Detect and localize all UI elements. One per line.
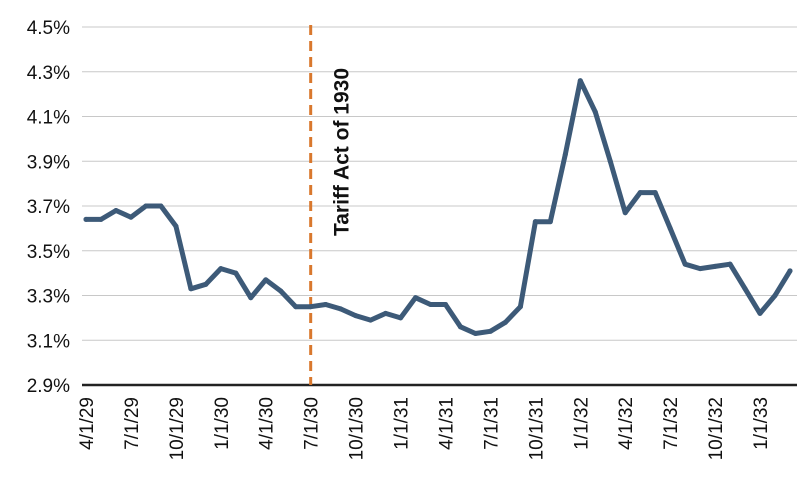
data-point <box>83 216 89 222</box>
data-point <box>338 306 344 312</box>
x-tick-label: 7/1/30 <box>302 397 323 450</box>
x-tick-label: 10/1/31 <box>526 397 547 460</box>
data-point <box>532 219 538 225</box>
y-tick-label: 4.1% <box>27 108 70 129</box>
data-point <box>128 214 134 220</box>
data-point <box>772 293 778 298</box>
tariff-act-annotation: Tariff Act of 1930 <box>331 68 354 236</box>
data-point <box>218 266 224 272</box>
data-point <box>697 266 703 272</box>
data-point <box>562 152 568 158</box>
data-point <box>263 277 269 283</box>
data-point <box>727 261 733 267</box>
series-line <box>83 78 793 336</box>
data-point <box>278 288 284 294</box>
x-tick-label: 10/1/32 <box>706 397 727 460</box>
data-point <box>622 210 628 216</box>
data-point <box>368 317 374 323</box>
data-point <box>547 219 553 225</box>
x-tick-label: 4/1/32 <box>616 397 637 450</box>
y-tick-label: 2.9% <box>27 376 70 397</box>
y-axis-ticks: 2.9% 3.1% 3.3% 3.5% 3.7% 3.9% 4.1% 4.3% 4.5% <box>27 18 70 397</box>
x-tick-label: 7/1/31 <box>481 397 502 450</box>
data-point <box>293 304 299 310</box>
data-point <box>248 295 254 301</box>
y-tick-label: 3.1% <box>27 331 70 352</box>
data-point <box>517 304 523 310</box>
data-point <box>308 304 314 310</box>
x-tick-label: 1/1/32 <box>571 397 592 450</box>
data-point <box>667 225 673 231</box>
y-tick-label: 3.7% <box>27 197 70 218</box>
data-point <box>502 319 508 325</box>
data-point <box>682 261 688 267</box>
data-point <box>787 268 793 274</box>
data-point <box>742 286 748 292</box>
x-tick-label: 4/1/31 <box>436 397 457 450</box>
x-tick-label: 10/1/29 <box>167 397 188 460</box>
y-tick-label: 4.5% <box>27 18 70 39</box>
data-point <box>472 331 478 337</box>
data-point <box>607 158 613 164</box>
data-point <box>442 301 448 307</box>
data-point <box>383 310 389 316</box>
y-tick-label: 3.9% <box>27 152 70 173</box>
data-point <box>592 109 598 115</box>
data-point <box>203 281 209 287</box>
data-point <box>577 78 583 84</box>
data-point <box>353 313 359 319</box>
data-point <box>757 310 763 316</box>
y-tick-label: 4.3% <box>27 63 70 84</box>
data-point <box>158 203 164 209</box>
data-point <box>173 223 179 229</box>
x-tick-label: 1/1/31 <box>392 397 413 450</box>
data-point <box>113 207 119 213</box>
data-point <box>637 190 643 196</box>
data-point <box>487 328 493 334</box>
x-tick-label: 7/1/32 <box>661 397 682 450</box>
data-point <box>457 324 463 330</box>
data-point <box>428 301 434 307</box>
y-tick-label: 3.3% <box>27 287 70 308</box>
x-axis-ticks: 4/1/29 7/1/29 10/1/29 1/1/30 4/1/30 7/1/30 10/… <box>77 397 772 460</box>
data-point <box>398 315 404 321</box>
x-tick-label: 1/1/30 <box>212 397 233 450</box>
x-tick-label: 10/1/30 <box>347 397 368 460</box>
data-point <box>652 190 658 196</box>
data-point <box>233 270 239 276</box>
x-tick-label: 7/1/29 <box>122 397 143 450</box>
data-point <box>413 295 419 301</box>
data-point <box>712 263 718 269</box>
data-point <box>98 216 104 222</box>
x-tick-label: 4/1/29 <box>77 397 98 450</box>
data-point <box>188 286 194 292</box>
x-tick-label: 1/1/33 <box>751 397 772 450</box>
series-points <box>83 78 793 337</box>
data-point <box>143 203 149 209</box>
x-tick-label: 4/1/30 <box>257 397 278 450</box>
gridlines <box>82 26 797 341</box>
y-tick-label: 3.5% <box>27 242 70 263</box>
data-point <box>323 301 329 307</box>
